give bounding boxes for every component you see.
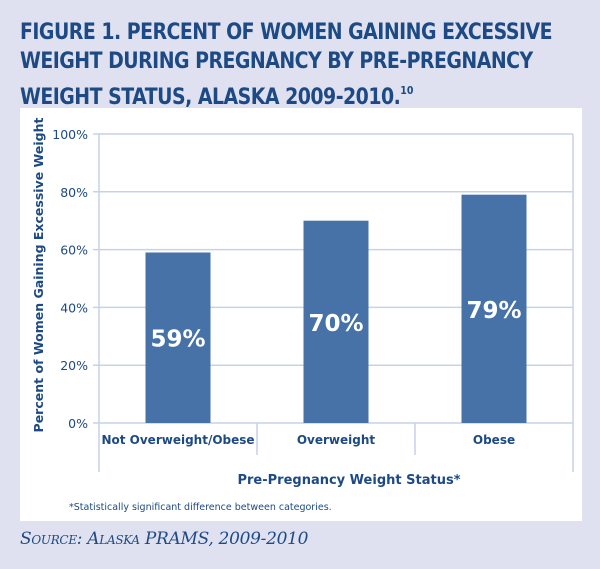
- figure-title-line-3-text: WEIGHT STATUS, ALASKA 2009-2010.: [20, 85, 401, 110]
- y-tick-labels: 0% 20% 40% 60% 80% 100%: [52, 127, 88, 431]
- category-label: Overweight: [297, 433, 376, 447]
- bar: [303, 220, 369, 423]
- y-tick-label: 100%: [52, 127, 88, 142]
- category-label: Not Overweight/Obese: [101, 433, 254, 447]
- figure-title-line-1: FIGURE 1. PERCENT OF WOMEN GAINING EXCES…: [20, 20, 553, 45]
- source-citation: Source: Alaska PRAMS, 2009-2010: [20, 529, 309, 549]
- figure-title: FIGURE 1. PERCENT OF WOMEN GAINING EXCES…: [20, 18, 588, 112]
- footnote: *Statistically significant difference be…: [69, 502, 332, 513]
- bar: [461, 194, 527, 423]
- category-label: Obese: [473, 433, 515, 447]
- bar-data-label: 70%: [308, 311, 363, 337]
- bars: [145, 194, 527, 423]
- bar-data-label: 59%: [150, 327, 205, 353]
- title-reference-superscript: 10: [400, 84, 414, 97]
- y-tick-label: 0%: [68, 416, 88, 431]
- figure-title-line-3: WEIGHT STATUS, ALASKA 2009-2010.10: [20, 76, 588, 112]
- category-labels: Not Overweight/Obese Overweight Obese: [101, 433, 515, 447]
- y-tick-label: 20%: [60, 358, 88, 373]
- bar: [145, 252, 211, 423]
- bar-data-label: 79%: [466, 298, 521, 324]
- y-axis-title: Percent of Women Gaining Excessive Weigh…: [31, 118, 46, 433]
- bar-data-labels: 59% 70% 79%: [150, 298, 521, 353]
- x-axis-title: Pre-Pregnancy Weight Status*: [237, 473, 460, 488]
- figure-title-line-2: WEIGHT DURING PREGNANCY BY PRE-PREGNANCY: [20, 49, 533, 74]
- y-tick-label: 60%: [60, 243, 88, 258]
- y-tick-label: 80%: [60, 185, 88, 200]
- y-tick-label: 40%: [60, 300, 88, 315]
